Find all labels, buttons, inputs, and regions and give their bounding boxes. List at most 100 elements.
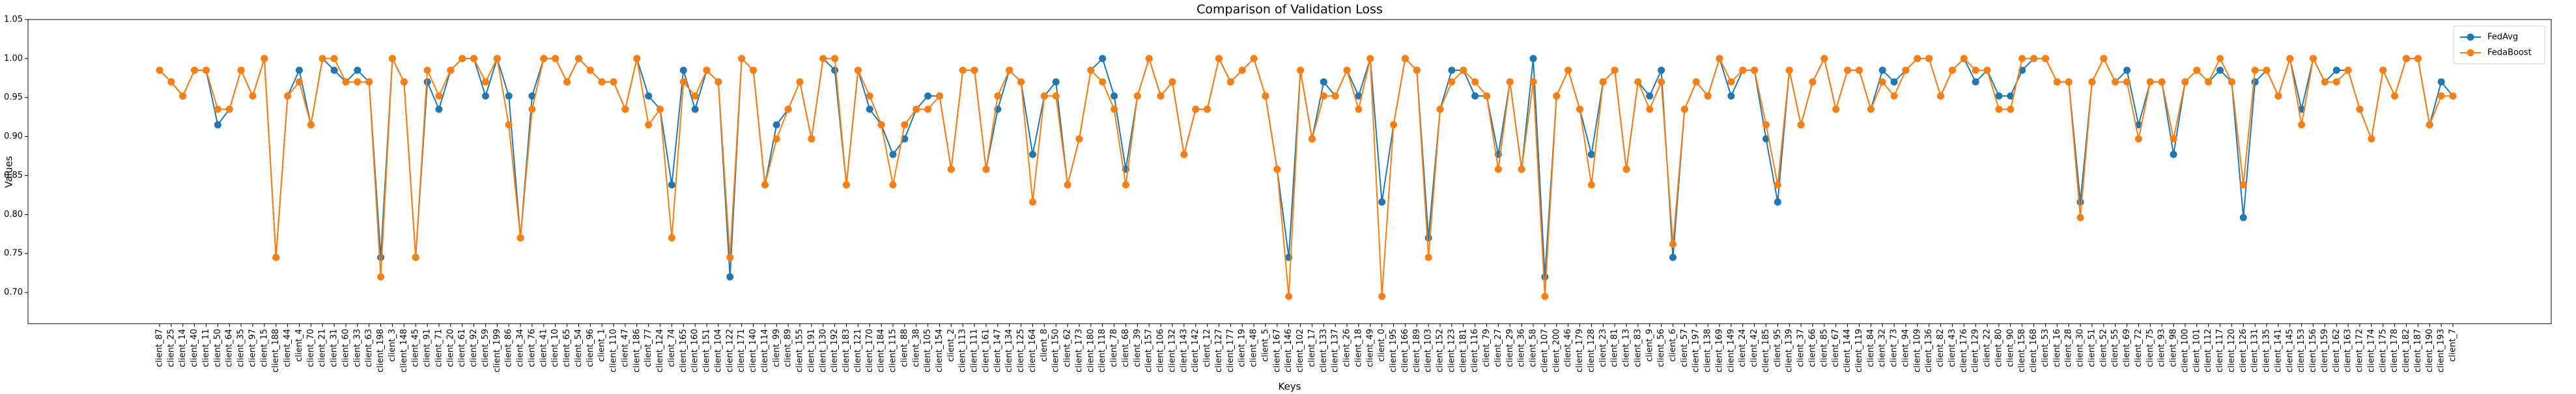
x-tick-label: client_144 [1843,329,1852,373]
x-tick-label: client_53 [2041,329,2050,367]
x-tick-label: client_130 [818,329,828,373]
x-tick-label: client_67 [1831,329,1841,367]
x-tick-label: client_198 [376,329,386,373]
x-tick-label: client_159 [2320,329,2330,373]
x-tick-label: client_182 [2401,329,2411,373]
data-point [1774,181,1781,189]
data-point [1646,92,1654,100]
data-point [179,92,187,100]
data-point [668,181,675,189]
x-tick-label: client_199 [492,329,502,373]
data-point [598,78,606,86]
x-tick-label: client_1 [597,329,607,361]
x-tick-label: client_62 [1063,329,1073,367]
x-tick-label: client_132 [1167,329,1177,373]
x-tick-label: client_191 [806,329,816,373]
data-point [889,150,897,158]
x-tick-label: client_88 [899,329,909,367]
data-point [1751,66,1759,74]
data-point [1704,92,1712,100]
x-tick-label: client_113 [958,329,968,373]
data-point [691,106,699,113]
x-tick-label: client_0 [1377,329,1387,361]
x-tick-label: client_71 [434,329,444,367]
data-point [1669,253,1677,261]
x-tick-label: client_121 [853,329,863,373]
x-tick-label: client_175 [2378,329,2388,373]
data-point [2391,92,2399,100]
data-point [1727,78,1735,86]
x-tick-label: client_161 [981,329,991,373]
data-point [866,92,873,100]
x-tick-label: client_119 [1854,329,1864,373]
x-tick-label: client_8 [1040,329,1049,361]
data-point [1052,92,1060,100]
data-point [1716,55,1723,63]
data-point [1157,92,1165,100]
legend-marker [2467,33,2474,41]
data-point [2426,121,2433,129]
x-tick-label: client_179 [1575,329,1585,373]
data-point [1611,66,1619,74]
legend-label: FedaBoost [2487,48,2532,58]
x-tick-label: client_61 [457,329,467,367]
data-point [1564,66,1572,74]
data-point [1017,78,1025,86]
data-point [1634,78,1642,86]
data-point [982,165,990,173]
data-point [959,66,967,74]
data-point [819,55,827,63]
data-point [2449,92,2457,100]
data-point [2437,78,2445,86]
x-tick-label: client_38 [911,329,921,367]
x-tick-label: client_187 [2413,329,2423,373]
data-point [738,55,746,63]
data-point [377,253,385,261]
data-point [1471,92,1479,100]
data-point [645,121,653,129]
x-tick-label: client_125 [1016,329,1026,373]
data-point [2437,92,2445,100]
data-point [400,78,408,86]
x-tick-label: client_66 [1807,329,1817,367]
x-tick-label: client_6 [1668,329,1678,361]
data-point [924,106,932,113]
data-point [307,121,315,129]
x-tick-label: client_58 [1529,329,1538,367]
x-tick-label: client_150 [1051,329,1061,373]
chart-title: Comparison of Validation Loss [1196,3,1383,17]
x-tick-label: client_24 [1738,329,1748,367]
x-tick-label: client_120 [2227,329,2237,373]
data-point [2158,78,2166,86]
x-tick-label: client_189 [1412,329,1422,373]
x-tick-label: client_154 [935,329,944,373]
data-point [2239,214,2247,221]
data-point [2298,121,2306,129]
x-tick-label: client_177 [1226,329,1236,373]
data-point [750,66,757,74]
data-point [1262,92,1269,100]
x-tick-label: client_192 [830,329,840,373]
data-point [481,78,489,86]
data-point [574,55,582,63]
data-point [1297,66,1305,74]
legend-marker [2467,49,2474,57]
x-tick-label: client_138 [1703,329,1713,373]
data-point [354,78,361,86]
y-axis-label: Values [3,156,15,188]
x-tick-label: client_36 [1517,329,1527,367]
data-point [772,135,780,143]
data-point [528,106,536,113]
x-tick-label: client_147 [993,329,1002,373]
x-tick-label: client_47 [620,329,630,367]
x-tick-label: client_101 [2192,329,2201,373]
data-point [2100,55,2108,63]
x-tick-label: client_92 [469,329,479,367]
data-point [1424,234,1432,242]
data-point [1180,150,1188,158]
data-point [1553,92,1561,100]
data-point [1785,66,1793,74]
x-tick-label: client_74 [667,329,677,367]
y-tick-label: 0.75 [4,249,23,259]
data-point [1774,198,1781,206]
